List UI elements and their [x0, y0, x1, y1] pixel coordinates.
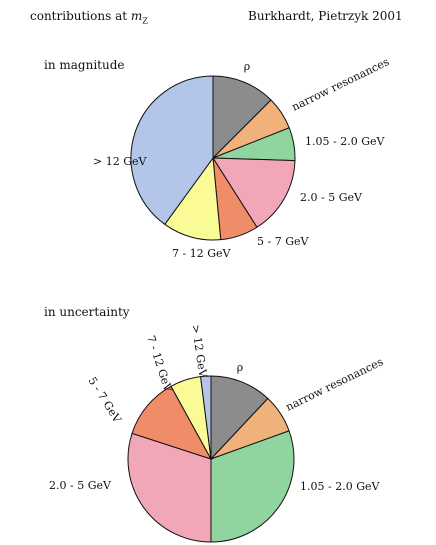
chart-header-title: contributions at mZ	[30, 9, 148, 25]
pie-1-slice-7	[130, 75, 214, 226]
pie-2-label-1: ρ	[237, 361, 243, 374]
pie-1-label-4: 2.0 - 5 GeV	[300, 191, 363, 204]
pie-2-label-2: narrow resonances	[284, 355, 386, 414]
pie-2-label-7: > 12 GeV	[189, 324, 209, 380]
chart-header-title-prefix: contributions at	[30, 9, 131, 23]
pie-1-label-2: narrow resonances	[290, 55, 392, 114]
pie-1-label-5: 5 - 7 GeV	[257, 235, 310, 248]
pie-2-label-4: 2.0 - 5 GeV	[49, 479, 112, 492]
pie-2-slice-7	[200, 375, 212, 460]
chart-header-title-symbol: m	[130, 9, 143, 23]
pie-2-label-3: 1.05 - 2.0 GeV	[300, 480, 380, 493]
pie-1-label-6: 7 - 12 GeV	[172, 247, 231, 260]
pie-1-label-7: > 12 GeV	[93, 155, 148, 168]
pie-1-label-1: ρ	[244, 60, 250, 73]
pie-2-slice-4	[127, 432, 212, 543]
pie-2-label-6: 7 - 12 GeV	[144, 334, 175, 395]
pie-1-label-3: 1.05 - 2.0 GeV	[305, 135, 385, 148]
pie-1-slice-4	[212, 157, 296, 228]
pie-2-label-5: 5 - 7 GeV	[85, 375, 124, 426]
chart-header-citation: Burkhardt, Pietrzyk 2001	[248, 9, 403, 23]
pie-2-slice-3	[210, 430, 295, 543]
pie-1-slice-1	[212, 75, 272, 160]
pie-1-title: in magnitude	[44, 58, 125, 72]
chart-header-title-subscript: Z	[142, 16, 148, 26]
pie-2-title: in uncertainty	[44, 305, 130, 319]
pie-2-slice-1	[210, 375, 269, 461]
pie-2-slice-5	[131, 385, 213, 460]
